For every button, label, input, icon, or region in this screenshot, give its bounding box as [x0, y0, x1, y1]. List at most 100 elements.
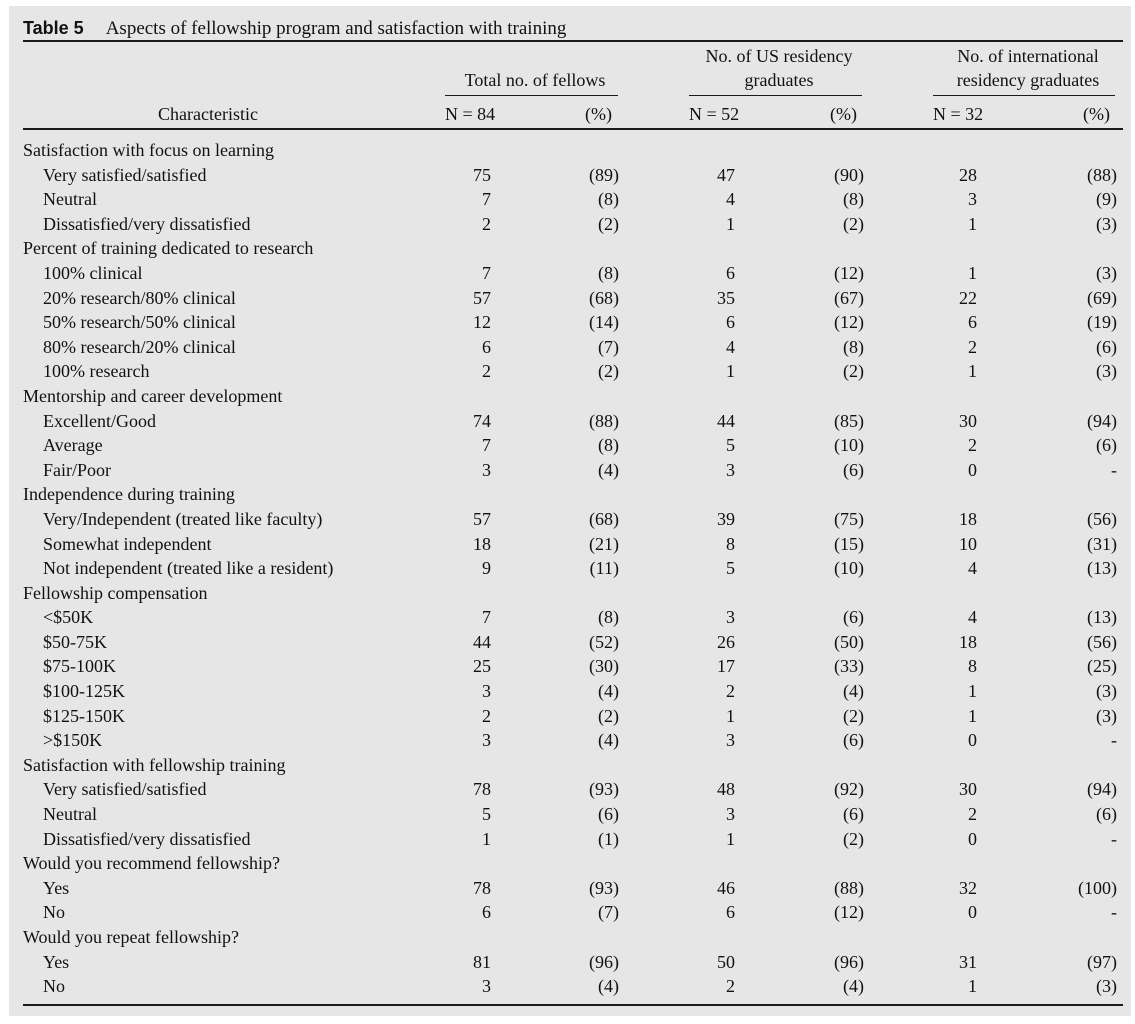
total-pct: (2): [598, 213, 619, 234]
us-n: 4: [726, 336, 735, 357]
row-label: Very satisfied/satisfied: [43, 779, 207, 800]
us-n: 44: [717, 410, 735, 431]
total-pct: (89): [589, 164, 619, 185]
row-label: Yes: [43, 951, 70, 972]
total-pct: (4): [598, 681, 619, 702]
pct-intl: (%): [1083, 104, 1110, 124]
total-n: 57: [473, 287, 491, 308]
intl-pct: (3): [1096, 976, 1117, 997]
total-pct: (52): [589, 631, 619, 652]
us-n: 3: [726, 804, 735, 825]
table-row: $125-150K 2 (2) 1 (2) 1 (3): [9, 704, 1131, 729]
us-pct: (2): [843, 213, 864, 234]
n-total: N = 84: [445, 104, 496, 124]
total-n: 1: [482, 828, 491, 849]
total-n: 75: [473, 164, 491, 185]
total-pct: (2): [598, 705, 619, 726]
us-n: 39: [717, 508, 735, 529]
table-body: Satisfaction with focus on learning Very …: [9, 138, 1131, 999]
intl-pct: -: [1111, 902, 1117, 923]
row-label: Dissatisfied/very dissatisfied: [43, 213, 251, 234]
total-n: 44: [473, 631, 491, 652]
intl-pct: (6): [1096, 804, 1117, 825]
us-n: 1: [726, 705, 735, 726]
pct-us: (%): [830, 104, 857, 124]
total-n: 7: [482, 189, 491, 210]
row-label: $75-100K: [43, 656, 116, 677]
us-pct: (8): [843, 336, 864, 357]
intl-pct: (3): [1096, 213, 1117, 234]
us-n: 1: [726, 828, 735, 849]
total-pct: (6): [598, 804, 619, 825]
intl-n: 3: [968, 189, 977, 210]
intl-n: 0: [968, 730, 977, 751]
row-label: Not independent (treated like a resident…: [43, 558, 334, 579]
us-n: 2: [726, 976, 735, 997]
intl-n: 1: [968, 361, 977, 382]
intl-n: 2: [968, 804, 977, 825]
table-row: 80% research/20% clinical 6 (7) 4 (8) 2 (6): [9, 335, 1131, 360]
group-header-intl-line2: residency graduates: [956, 70, 1100, 90]
us-pct: (12): [834, 312, 864, 333]
section-header-row: Percent of training dedicated to researc…: [9, 236, 1131, 261]
intl-pct: (3): [1096, 705, 1117, 726]
total-n: 78: [473, 877, 491, 898]
row-label: 100% clinical: [43, 262, 143, 283]
row-label: 100% research: [43, 361, 150, 382]
intl-pct: (3): [1096, 681, 1117, 702]
total-n: 3: [482, 459, 491, 480]
us-n: 6: [726, 902, 735, 923]
row-label: Average: [43, 435, 103, 456]
group-header-us-line1: No. of US residency: [705, 46, 853, 66]
intl-n: 18: [959, 508, 977, 529]
row-label: <$50K: [43, 607, 94, 628]
section-header-row: Fellowship compensation: [9, 581, 1131, 606]
row-label: $50-75K: [43, 631, 107, 652]
intl-n: 1: [968, 705, 977, 726]
pct-total: (%): [585, 104, 612, 124]
table-row: Fair/Poor 3 (4) 3 (6) 0 -: [9, 458, 1131, 483]
row-label: Very/Independent (treated like faculty): [43, 508, 323, 529]
total-pct: (14): [589, 312, 619, 333]
total-pct: (68): [589, 287, 619, 308]
intl-n: 22: [959, 287, 977, 308]
intl-n: 0: [968, 459, 977, 480]
us-n: 3: [726, 730, 735, 751]
us-n: 50: [717, 951, 735, 972]
intl-pct: -: [1111, 828, 1117, 849]
intl-pct: (94): [1087, 779, 1117, 800]
intl-pct: (94): [1087, 410, 1117, 431]
table-row: Neutral 5 (6) 3 (6) 2 (6): [9, 802, 1131, 827]
us-pct: (4): [843, 976, 864, 997]
table-row: $100-125K 3 (4) 2 (4) 1 (3): [9, 679, 1131, 704]
row-label: Neutral: [43, 189, 97, 210]
us-pct: (12): [834, 262, 864, 283]
total-n: 74: [473, 410, 491, 431]
total-n: 2: [482, 361, 491, 382]
intl-pct: -: [1111, 459, 1117, 480]
table-caption: Table 5 Aspects of fellowship program and…: [23, 14, 566, 42]
table-row: 100% clinical 7 (8) 6 (12) 1 (3): [9, 261, 1131, 286]
intl-pct: (19): [1087, 312, 1117, 333]
us-n: 8: [726, 533, 735, 554]
us-pct: (90): [834, 164, 864, 185]
intl-n: 2: [968, 336, 977, 357]
total-n: 25: [473, 656, 491, 677]
section-header-row: Would you repeat fellowship?: [9, 925, 1131, 950]
row-label: $100-125K: [43, 681, 125, 702]
intl-n: 30: [959, 410, 977, 431]
characteristic-header: Characteristic: [158, 104, 258, 124]
intl-pct: (56): [1087, 631, 1117, 652]
table-label: Table 5: [23, 18, 84, 38]
us-n: 3: [726, 607, 735, 628]
total-n: 18: [473, 533, 491, 554]
n-us: N = 52: [689, 104, 740, 124]
us-n: 5: [726, 558, 735, 579]
row-label: Would you recommend fellowship?: [23, 853, 280, 874]
total-n: 7: [482, 607, 491, 628]
row-label: Percent of training dedicated to researc…: [23, 238, 314, 259]
us-n: 2: [726, 681, 735, 702]
total-n: 78: [473, 779, 491, 800]
total-pct: (68): [589, 508, 619, 529]
total-n: 3: [482, 730, 491, 751]
